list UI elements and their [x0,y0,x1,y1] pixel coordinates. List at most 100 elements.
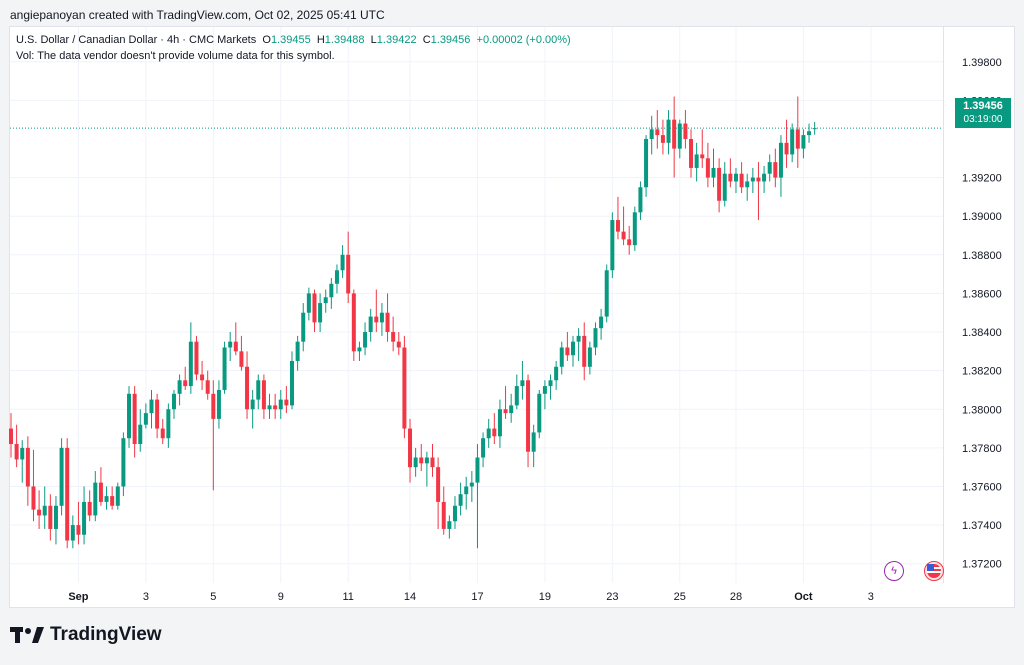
candle-body [705,158,710,178]
candle-body [807,131,812,136]
candle-body [329,283,334,298]
candle-body [610,220,615,271]
candle-body [660,135,665,143]
candle-body [171,393,176,410]
candle-body [700,154,705,159]
low-value: 1.39422 [376,34,417,46]
candle-body [801,135,806,149]
candle-body [638,187,643,213]
candle-body [424,457,429,464]
candle-body [621,231,626,240]
x-tick-label: 17 [471,591,483,603]
candle-body [469,482,474,487]
candle-body [632,212,637,246]
x-tick-label: 11 [342,591,353,603]
candle-body [301,312,306,342]
candle-body [739,173,744,188]
candle-body [295,341,300,361]
candle-body [767,162,772,174]
candle-body [104,496,109,502]
candle-body [413,457,418,468]
candle-body [762,173,767,182]
y-tick-label: 1.38000 [962,404,1002,416]
candle-body [408,428,413,468]
chart-pane[interactable] [9,26,1015,608]
us-flag-icon[interactable] [924,561,944,581]
close-label: C [422,34,431,46]
candle-body [110,496,115,506]
candle-body [127,393,132,439]
lightning-icon[interactable]: ϟ [884,561,904,581]
candle-body [346,254,351,294]
candle-body [492,428,497,437]
candle-body [644,138,649,188]
candle-body [486,428,491,439]
candle-body [188,341,193,387]
y-tick-label: 1.38400 [962,327,1002,339]
candle-body [65,447,70,541]
candle-body [778,142,783,178]
candle-body [717,167,722,201]
candle-body [42,505,47,516]
candle-body [374,316,379,323]
candle-body [599,316,604,329]
candle-body [447,521,452,529]
candle-body [48,505,53,529]
y-tick-label: 1.38200 [962,366,1002,378]
tradingview-logo[interactable]: TradingView [10,624,162,646]
candle-body [391,332,396,342]
y-tick-label: 1.37200 [962,559,1002,571]
candle-body [812,128,817,130]
y-tick-label: 1.37800 [962,443,1002,455]
candle-body [351,293,356,352]
y-tick-label: 1.37600 [962,481,1002,493]
candle-body [497,409,502,437]
candle-body [458,494,463,506]
last-price-value: 1.39456 [963,100,1003,112]
candle-body [340,254,345,271]
candle-body [615,220,620,232]
candle-body [205,380,210,394]
candle-body [290,360,294,406]
volume-note: Vol: The data vendor doesn't provide vol… [16,50,335,62]
candle-body [385,312,390,333]
candle-body [20,447,25,460]
candle-body [194,341,199,375]
x-tick-label: 23 [606,591,618,603]
candle-body [132,393,137,444]
symbol-legend: U.S. Dollar / Canadian Dollar · 4h · CMC… [16,34,571,46]
candle-body [177,380,182,394]
candle-body [216,389,221,419]
x-tick-label: 28 [730,591,742,603]
x-tick-label: Oct [794,591,813,603]
symbol-title[interactable]: U.S. Dollar / Canadian Dollar · 4h · CMC… [16,34,257,46]
candle-body [672,119,677,149]
y-tick-label: 1.39000 [962,211,1002,223]
x-tick-label: Sep [68,591,88,603]
y-tick-label: 1.38800 [962,250,1002,262]
candle-body [357,347,362,352]
candle-body [582,335,587,367]
candle-body [25,447,30,487]
candle-body [750,177,755,182]
open-label: O [262,34,271,46]
low-label: L [370,34,377,46]
candle-body [733,173,738,182]
candle-body [576,335,581,342]
candle-body [233,341,238,352]
candle-body [53,505,58,529]
candle-body [31,486,36,510]
candle-body [261,380,266,410]
x-tick-label: 9 [278,591,284,603]
candle-body [402,347,407,429]
candle-body [475,457,480,483]
candle-body [481,438,486,458]
x-tick-label: 19 [539,591,551,603]
candle-body [565,347,570,356]
candle-body [166,409,171,439]
candle-body [363,332,368,348]
candle-body [14,444,19,460]
candle-body [509,405,514,414]
tradingview-logo-icon [10,627,44,643]
